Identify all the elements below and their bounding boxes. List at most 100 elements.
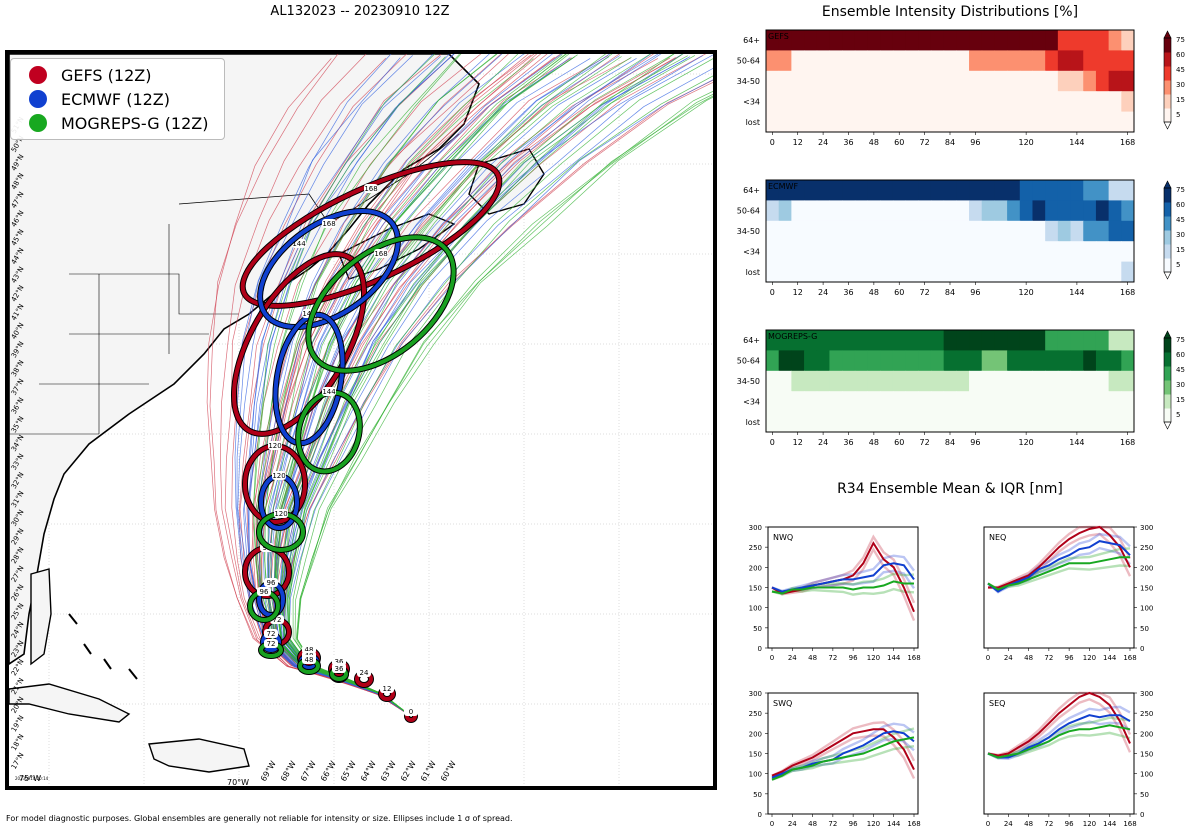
- heatmap-name: MOGREPS-G: [768, 332, 817, 341]
- colorbar-segment: [1164, 366, 1171, 381]
- heatmap-cell: [778, 411, 792, 433]
- heatmap-cell: [1083, 70, 1097, 92]
- r34-iqr-line: [987, 691, 1132, 757]
- heatmap-cell: [1095, 200, 1110, 222]
- heatmap-cell: [1070, 261, 1084, 283]
- hour-label-text: 24: [360, 669, 369, 677]
- heatmap-cell: [1019, 350, 1033, 372]
- hour-label-text: 144: [302, 310, 316, 318]
- heatmap-cell: [943, 391, 957, 413]
- heatmap-cell: [1045, 111, 1059, 133]
- heatmap-ylabel: <34: [743, 397, 760, 406]
- heatmap-cell: [766, 180, 780, 201]
- map-title: AL132023 -- 20230910 12Z: [270, 4, 450, 19]
- r34-mean-line-gefs: [987, 691, 1131, 757]
- ensemble-track: [281, 56, 622, 717]
- heatmap-cell: [994, 261, 1008, 283]
- colorbar-tick: 30: [1176, 81, 1185, 89]
- heatmap-xtick: 12: [793, 288, 803, 297]
- r34-xtick: 72: [1044, 820, 1053, 828]
- colorbar-segment: [1164, 258, 1171, 273]
- heatmap-cell: [930, 350, 945, 372]
- heatmap-cell: [892, 330, 907, 351]
- heatmap-cell: [994, 200, 1008, 222]
- heatmap-cell: [1083, 330, 1097, 351]
- r34-ytick: 0: [758, 811, 762, 819]
- r34-ytick: 0: [1140, 645, 1144, 653]
- heatmap-xtick: 60: [894, 138, 904, 147]
- heatmap-cell: [766, 91, 780, 113]
- r34-iqr-line: [987, 716, 1131, 759]
- hour-label: 96: [264, 578, 278, 587]
- r34-xtick: 144: [887, 654, 901, 662]
- heatmap-cell: [892, 241, 907, 263]
- heatmap-cell: [981, 30, 995, 51]
- heatmap-cell: [1070, 200, 1084, 222]
- heatmap-cell: [791, 70, 805, 92]
- heatmap-cell: [804, 180, 818, 201]
- r34-panel-name: SEQ: [989, 699, 1005, 708]
- heatmap-cell: [1019, 91, 1033, 113]
- hour-label-text: 0: [409, 708, 413, 716]
- colorbar-tick: 30: [1176, 231, 1185, 239]
- heatmap-cell: [1070, 30, 1084, 51]
- colorbar-extend-top: [1163, 30, 1172, 39]
- heatmap-cell: [918, 411, 932, 433]
- heatmap-cell: [956, 180, 970, 201]
- colorbar-extend-top: [1163, 330, 1172, 339]
- heatmap-cell: [880, 330, 894, 351]
- heatmap-cell: [1108, 220, 1122, 242]
- heatmap-cell: [1070, 111, 1084, 133]
- heatmap-cell: [1057, 111, 1072, 133]
- heatmap-cell: [1057, 91, 1072, 113]
- hour-label-text: 144: [322, 388, 336, 396]
- heatmap-cell: [854, 391, 869, 413]
- r34-xtick: 72: [828, 820, 837, 828]
- heatmap-cell: [867, 330, 881, 351]
- hour-label: 168: [322, 219, 336, 228]
- r34-ytick: 50: [753, 791, 762, 799]
- heatmap-cell: [918, 370, 932, 392]
- heatmap-cell: [905, 200, 919, 222]
- r34-xtick: 144: [1103, 654, 1117, 662]
- track-map[interactable]: 1681441209672483624120168144120967248361…: [5, 50, 717, 790]
- r34-iqr-line: [771, 722, 915, 779]
- r34-ytick: 250: [1140, 544, 1153, 552]
- intensity-heatmaps: GEFS 64+ 50-64 34-50 <34 lost 0 12 24 36 48 60 72 84 9…: [737, 29, 1185, 447]
- lon-label: 68°W: [279, 759, 298, 783]
- heatmap-cell: [778, 370, 792, 392]
- heatmap-cell: [1032, 411, 1046, 433]
- heatmap-cell: [1108, 91, 1122, 113]
- r34-ytick: 300: [1140, 524, 1153, 532]
- heatmap-cell: [969, 111, 983, 133]
- r34-mean-line-mogreps-g: [987, 556, 1130, 591]
- heatmap-cell: [1057, 350, 1072, 372]
- heatmap-cell: [930, 50, 945, 72]
- heatmap-cell: [791, 200, 805, 222]
- hour-label: 24: [357, 668, 371, 677]
- r34-iqr-line: [987, 564, 1131, 592]
- heatmap-cell: [1083, 91, 1097, 113]
- heatmap-cell: [994, 30, 1008, 51]
- heatmap-cell: [1121, 241, 1135, 263]
- cuba: [9, 683, 131, 723]
- r34-mean-line-mogreps-g: [771, 736, 915, 781]
- colorbar-segment: [1164, 338, 1171, 353]
- heatmap-cell: [1057, 30, 1072, 51]
- r34-xtick: 72: [828, 654, 837, 662]
- r34-xtick: 24: [1004, 654, 1013, 662]
- heatmap-cell: [1083, 30, 1097, 51]
- heatmap-cell: [994, 50, 1008, 72]
- heatmap-cell: [1095, 411, 1110, 433]
- heatmap-cell: [804, 330, 818, 351]
- heatmap-cell: [994, 70, 1008, 92]
- r34-xtick: 0: [770, 654, 774, 662]
- heatmap-cell: [943, 241, 957, 263]
- heatmap-cell: [778, 91, 792, 113]
- r34-xtick: 168: [907, 820, 920, 828]
- heatmap-cell: [981, 391, 995, 413]
- heatmap-cell: [1032, 200, 1046, 222]
- heatmap-cell: [1045, 261, 1059, 283]
- heatmap-cell: [969, 91, 983, 113]
- heatmap-cell: [804, 220, 818, 242]
